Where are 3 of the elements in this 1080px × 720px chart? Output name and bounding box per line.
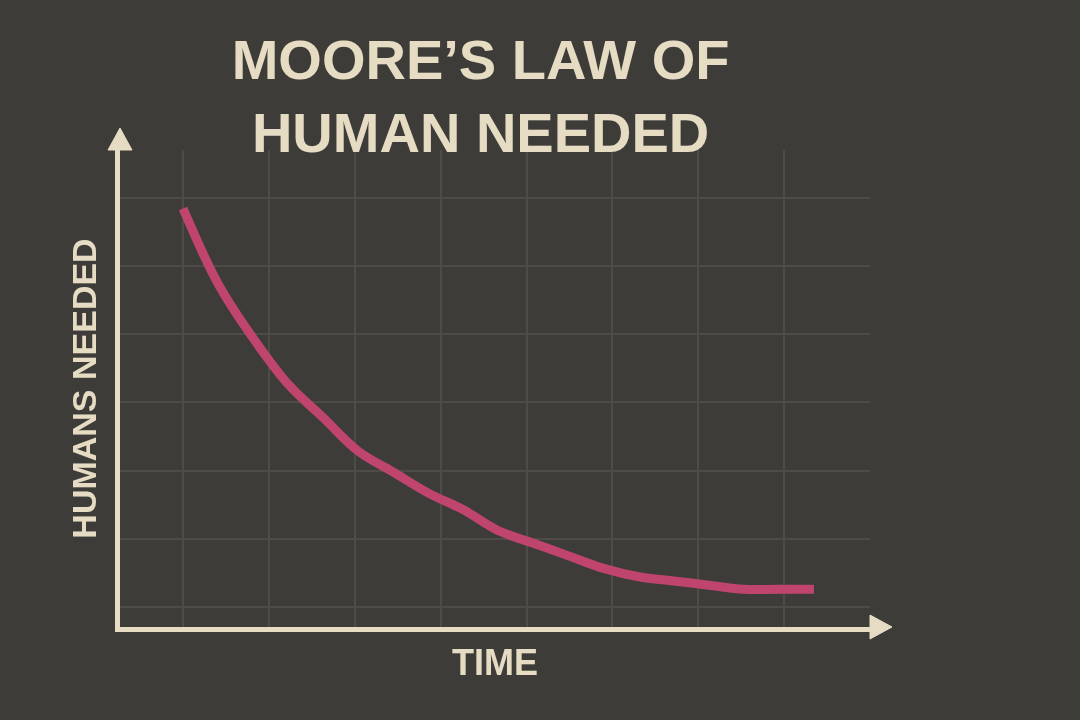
x-axis-title: TIME <box>452 641 538 683</box>
y-axis-title: HUMANS NEEDED <box>64 238 103 539</box>
chart-title: MOORE’S LAW OF HUMAN NEEDED <box>231 28 730 164</box>
